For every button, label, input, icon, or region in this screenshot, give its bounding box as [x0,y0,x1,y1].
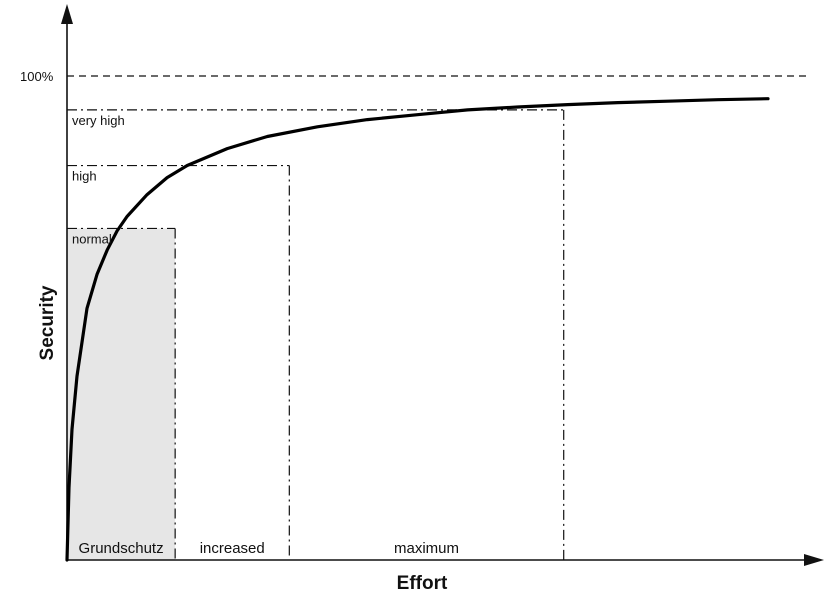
effort-band-label: Grundschutz [79,540,164,557]
x-axis-label: Effort [397,573,448,594]
grundschutz-shade [67,228,176,560]
axes [61,4,824,566]
level-labels: normal high very high [72,113,125,247]
level-label: high [72,169,97,184]
y-axis-label: Security [37,285,58,360]
x-axis-arrow [804,554,824,566]
level-label: normal [72,231,112,246]
y-axis-arrow [61,4,73,24]
effort-band-label: maximum [394,540,459,557]
security-curve [65,97,770,562]
guide-lines [67,109,565,560]
reference-100-label: 100% [20,69,54,84]
effort-band-label: increased [200,540,265,557]
level-label: very high [72,113,125,128]
band-labels: Grundschutz increased maximum [79,540,459,557]
